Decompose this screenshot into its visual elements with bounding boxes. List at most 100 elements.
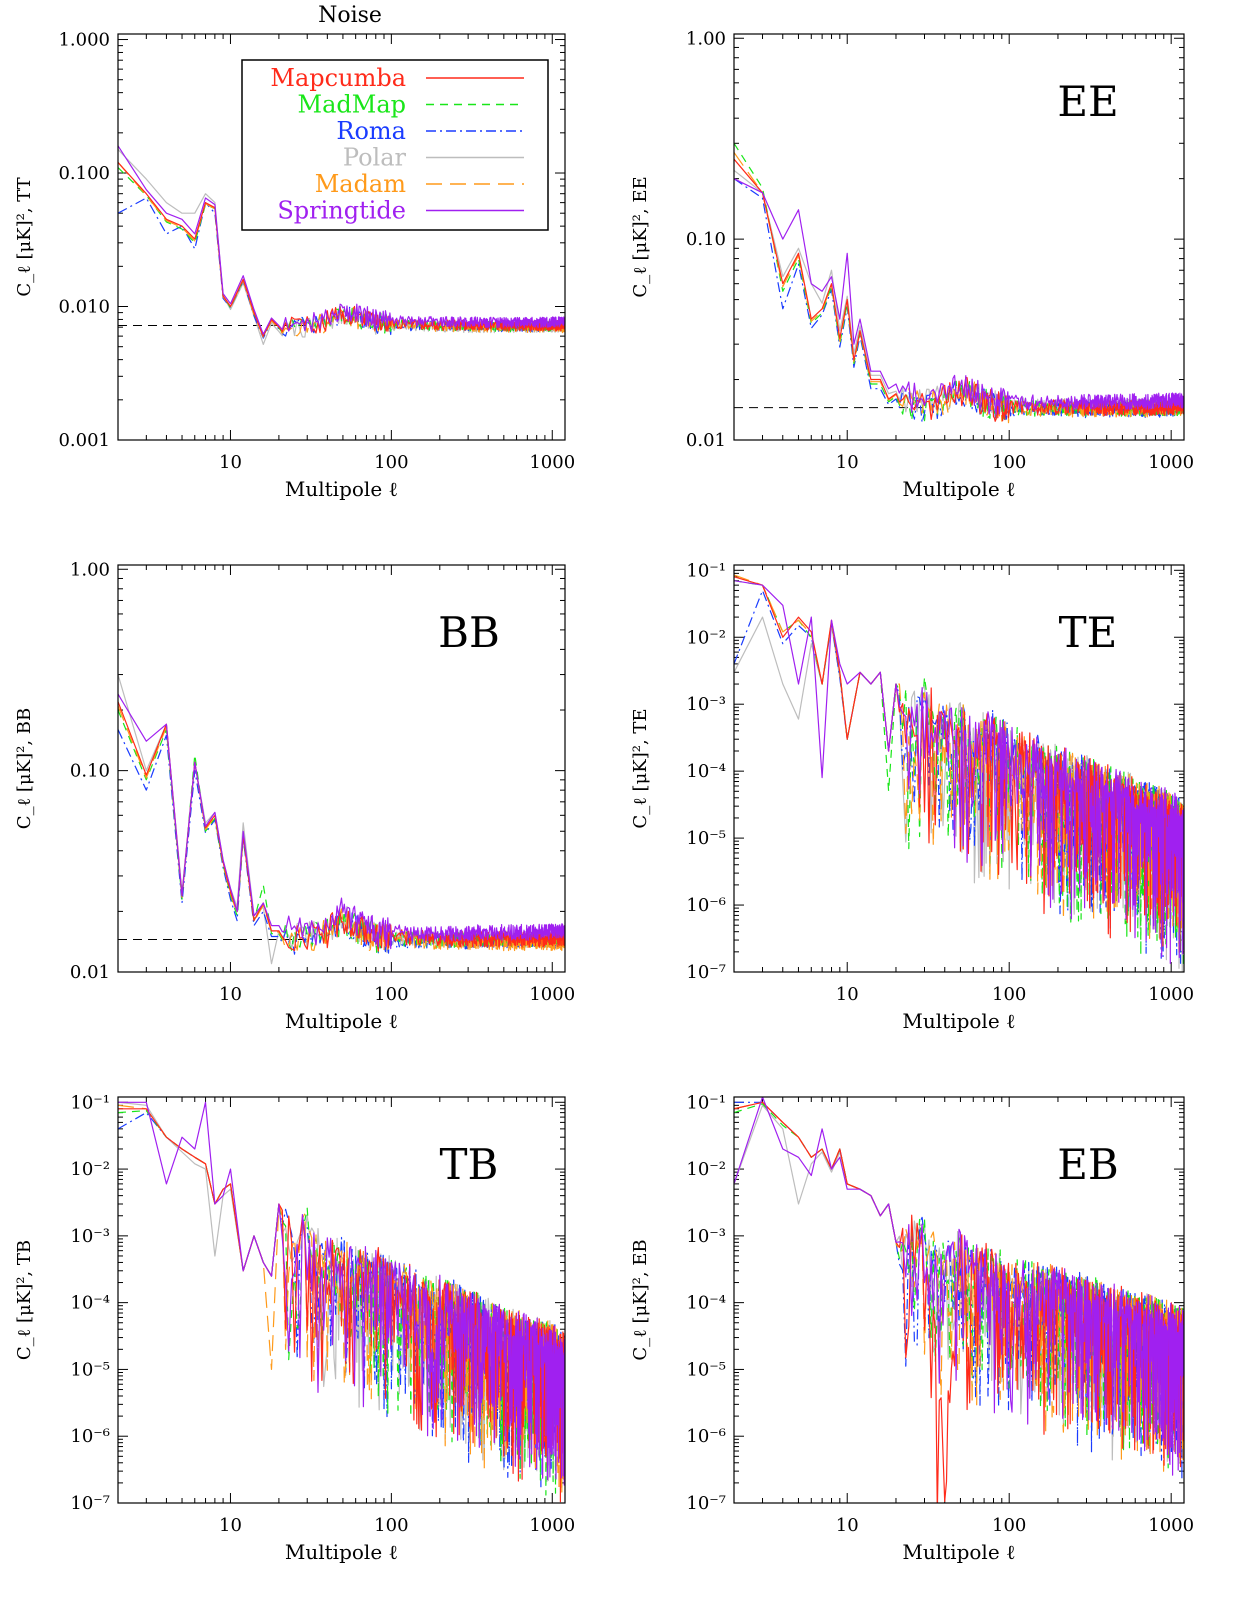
y-tick-label: 10⁻⁶ (686, 1426, 726, 1447)
y-tick-label: 10⁻¹ (70, 1092, 110, 1113)
x-tick-label: 100 (992, 984, 1026, 1005)
legend-entry-polar: Polar (343, 144, 407, 172)
series-line-springtide (118, 1101, 565, 1486)
y-tick-label: 10⁻¹ (686, 1092, 726, 1113)
panel-eb: 10 100 1000 10⁻⁷ 10⁻⁶ 10⁻⁵ 10⁻⁴ 10⁻³ 10⁻² 10⁻¹ Mul… (630, 1092, 1194, 1564)
y-tick-label: 10⁻² (686, 1159, 726, 1180)
y-axis-label: C_ℓ [μK]², TE (630, 708, 651, 828)
legend-entry-madam: Madam (315, 170, 407, 198)
x-axis-label: Multipole ℓ (902, 1009, 1015, 1033)
x-tick-label: 1000 (529, 1515, 575, 1536)
y-tick-label: 10⁻² (70, 1159, 110, 1180)
x-tick-label: 100 (992, 1515, 1026, 1536)
series-line-springtide (118, 145, 565, 335)
y-axis-label: C_ℓ [μK]², TT (14, 177, 35, 296)
y-axis-label: C_ℓ [μK]², EB (630, 1239, 651, 1360)
series-line-madam (118, 705, 565, 954)
y-tick-label: 10⁻³ (686, 694, 726, 715)
x-tick-label: 100 (374, 1515, 408, 1536)
panel-tt: 10 100 1000 0.001 0.010 0.100 1.000 Multipole ℓ… (14, 30, 575, 501)
plot-frame (733, 564, 1185, 973)
y-tick-label: 0.100 (58, 163, 110, 184)
series-line-springtide (734, 580, 1184, 964)
legend-entry-roma: Roma (336, 117, 406, 145)
y-tick-label: 10⁻⁷ (686, 1493, 726, 1514)
legend-entry-mapcumba: Mapcumba (270, 64, 406, 92)
figure-title: Noise (318, 3, 382, 28)
y-tick-label: 10⁻⁵ (70, 1359, 110, 1380)
panel-label: TE (1059, 608, 1118, 657)
x-tick-label: 10 (836, 452, 859, 473)
series-line-mapcumba (118, 161, 565, 337)
y-tick-label: 10⁻⁴ (686, 761, 726, 782)
x-tick-label: 10 (219, 1515, 242, 1536)
panel-label: BB (438, 608, 500, 657)
y-tick-label: 10⁻⁶ (686, 895, 726, 916)
y-tick-label: 10⁻³ (686, 1226, 726, 1247)
y-tick-label: 0.010 (58, 297, 110, 318)
x-tick-label: 10 (836, 984, 859, 1005)
x-tick-label: 100 (374, 984, 408, 1005)
y-tick-label: 10⁻⁴ (70, 1293, 110, 1314)
y-axis-label: C_ℓ [μK]², TB (14, 1240, 35, 1360)
legend-box (241, 59, 549, 231)
y-axis-label: C_ℓ [μK]², EE (630, 176, 651, 297)
series-line-madmap (118, 709, 565, 953)
panel-te: 10 100 1000 10⁻⁷ 10⁻⁶ 10⁻⁵ 10⁻⁴ 10⁻³ 10⁻² 10⁻¹ Mul… (630, 560, 1194, 1033)
series-line-madmap (734, 142, 1184, 422)
y-tick-label: 1.00 (686, 28, 726, 49)
panel-label: EE (1057, 77, 1118, 126)
y-tick-label: 10⁻⁶ (70, 1426, 110, 1447)
x-axis-label: Multipole ℓ (902, 477, 1015, 501)
y-tick-label: 10⁻⁷ (686, 962, 726, 983)
x-tick-label: 100 (992, 452, 1026, 473)
series-line-springtide (118, 693, 565, 950)
y-tick-label: 1.000 (58, 30, 110, 51)
x-tick-label: 10 (836, 1515, 859, 1536)
y-tick-label: 10⁻¹ (686, 560, 726, 581)
series-line-madmap (118, 1110, 565, 1496)
plot-frame (117, 33, 566, 441)
x-axis-label: Multipole ℓ (285, 1009, 398, 1033)
x-tick-label: 10 (219, 452, 242, 473)
x-axis-label: Multipole ℓ (285, 1540, 398, 1564)
y-tick-label: 10⁻⁷ (70, 1493, 110, 1514)
plot-frame (733, 1096, 1185, 1504)
panel-ee: 10 100 1000 0.01 0.10 1.00 Multipole ℓ C_ℓ [μK]… (630, 28, 1194, 501)
panel-bb: 10 100 1000 0.01 0.10 1.00 Multipole ℓ C_ℓ [μK]… (14, 559, 575, 1033)
panel-label: EB (1057, 1140, 1119, 1189)
x-tick-label: 1000 (529, 984, 575, 1005)
x-tick-label: 1000 (1148, 452, 1194, 473)
y-tick-label: 0.01 (686, 430, 726, 451)
y-tick-label: 0.10 (686, 229, 726, 250)
plot-frame (117, 564, 566, 973)
y-tick-label: 0.001 (58, 430, 110, 451)
y-tick-label: 0.10 (70, 761, 110, 782)
y-tick-label: 10⁻² (686, 627, 726, 648)
y-tick-label: 10⁻⁵ (686, 828, 726, 849)
panel-label: TB (440, 1140, 499, 1189)
legend-entry-springtide: Springtide (277, 197, 406, 225)
series-line-springtide (734, 178, 1184, 415)
legend-entry-madmap: MadMap (298, 91, 407, 119)
y-tick-label: 10⁻⁴ (686, 1293, 726, 1314)
series-line-springtide (734, 1097, 1184, 1476)
y-tick-label: 10⁻³ (70, 1226, 110, 1247)
y-tick-label: 0.01 (70, 962, 110, 983)
x-tick-label: 1000 (1148, 984, 1194, 1005)
panel-tb: 10 100 1000 10⁻⁷ 10⁻⁶ 10⁻⁵ 10⁻⁴ 10⁻³ 10⁻² 10⁻¹ Mul… (14, 1092, 575, 1564)
x-axis-label: Multipole ℓ (902, 1540, 1015, 1564)
plot-frame (733, 33, 1185, 441)
series-line-mapcumba (734, 158, 1184, 422)
plot-frame (117, 1096, 566, 1504)
x-tick-label: 1000 (1148, 1515, 1194, 1536)
x-axis-label: Multipole ℓ (285, 477, 398, 501)
y-tick-label: 1.00 (70, 559, 110, 580)
y-axis-label: C_ℓ [μK]², BB (14, 708, 35, 829)
y-tick-label: 10⁻⁵ (686, 1359, 726, 1380)
x-tick-label: 1000 (529, 452, 575, 473)
x-tick-label: 100 (374, 452, 408, 473)
x-tick-label: 10 (219, 984, 242, 1005)
